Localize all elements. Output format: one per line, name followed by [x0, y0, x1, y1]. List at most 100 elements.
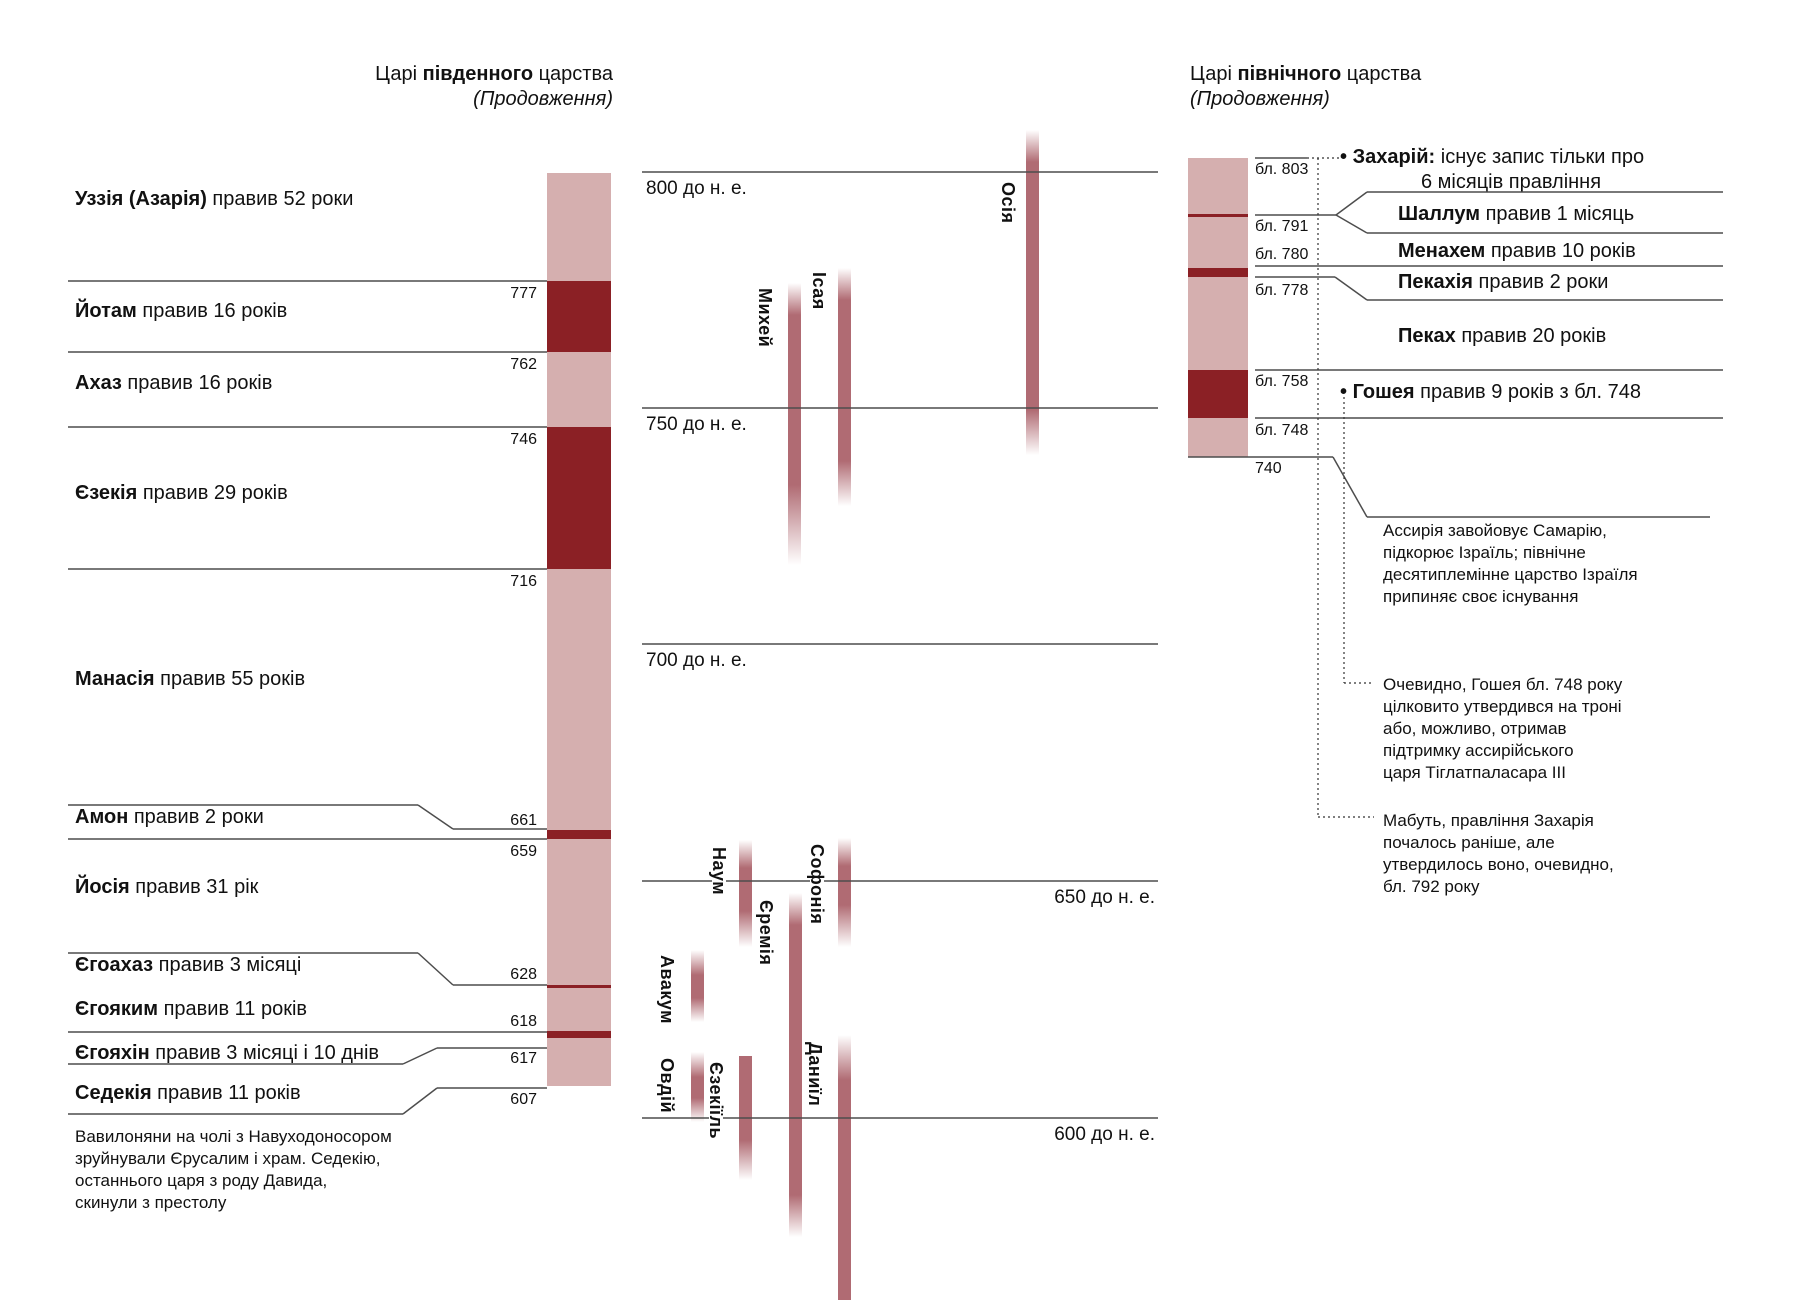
southern-king-row: Єгояким правив 11 років [75, 998, 307, 1021]
northern-king-row: Шаллум правив 1 місяць [1398, 203, 1634, 226]
prophet-bar-7 [691, 950, 704, 1022]
king-name: Єгояхін [75, 1042, 150, 1064]
northern-king-row: Пеках правив 20 років [1398, 325, 1606, 348]
king-name: Єгоахаз [75, 954, 154, 976]
king-reign-text: правив 9 років з бл. 748 [1414, 381, 1641, 403]
separator-line [402, 1047, 438, 1065]
northern-year-tick: 740 [1255, 460, 1282, 477]
southern-king-row: Седекія правив 11 років [75, 1082, 301, 1105]
king-reign-text: правив 16 років [121, 372, 273, 394]
southern-king-row: Йотам правив 16 років [75, 300, 287, 323]
northern-king-row: Пекахія правив 2 роки [1398, 271, 1608, 294]
northern-annotation-1: Ассирія завойовує Самарію, підкорює Ізра… [1383, 521, 1638, 606]
southern-kingdom-bar-segment [547, 1038, 611, 1086]
separator-line [1334, 276, 1368, 301]
northern-king-row-line2: 6 місяців правління [1421, 171, 1602, 193]
king-name: Уззія (Азарія) [75, 188, 207, 210]
northern-annotation-2: Очевидно, Гошея бл. 748 року цілковито у… [1383, 675, 1623, 782]
southern-king-row: Ахаз правив 16 років [75, 372, 272, 395]
southern-year-tick: 659 [510, 843, 537, 860]
king-name: Пекахія [1398, 271, 1473, 293]
southern-year-tick: 618 [510, 1013, 537, 1030]
southern-year-tick: 762 [510, 356, 537, 373]
prophet-label: Авакум [657, 953, 677, 1026]
king-name: Захарій: [1352, 146, 1436, 168]
prophet-bar-1 [1026, 130, 1039, 455]
southern-kingdom-bar-segment [547, 988, 611, 1031]
prophet-bar-5 [789, 893, 802, 1237]
northern-year-tick: бл. 778 [1255, 282, 1309, 299]
southern-year-tick: 607 [510, 1091, 537, 1108]
southern-title-subtitle: (Продовження) [473, 88, 613, 110]
northern-king-row: • Захарій: існує запис тільки про [1340, 146, 1644, 169]
southern-kingdom-bar-segment [547, 173, 611, 281]
king-reign-text: правив 2 роки [1472, 271, 1609, 293]
king-name: Йотам [75, 300, 137, 322]
separator-line [402, 1087, 438, 1115]
southern-king-row: Йосія правив 31 рік [75, 876, 258, 899]
northern-kingdom-title: Царі північного царства (Продовження) [1190, 62, 1421, 112]
king-name: Ахаз [75, 372, 122, 394]
southern-kingdom-bar-segment [547, 281, 611, 352]
southern-king-row: Амон правив 2 роки [75, 806, 264, 829]
southern-king-row: Манасія правив 55 років [75, 668, 305, 691]
king-name: Амон [75, 806, 129, 828]
king-reign-text: правив 29 років [137, 482, 288, 504]
prophet-label: Даниїл [805, 1040, 825, 1109]
bullet-marker: • [1340, 381, 1353, 403]
northern-kingdom-bar-segment [1188, 418, 1248, 457]
northern-kingdom-bar-segment [1188, 217, 1248, 268]
king-name: Пеках [1398, 325, 1456, 347]
southern-kingdom-title: Царі південного царства (Продовження) [375, 62, 613, 112]
southern-kingdom-bar-segment [547, 839, 611, 985]
king-name: Седекія [75, 1082, 152, 1104]
king-reign-text: правив 10 років [1485, 240, 1636, 262]
northern-year-tick: бл. 803 [1255, 161, 1309, 178]
prophet-bar-10 [838, 1035, 851, 1300]
prophet-label: Ісая [809, 270, 829, 312]
southern-king-row: Єзекія правив 29 років [75, 482, 288, 505]
northern-year-tick: бл. 780 [1255, 246, 1309, 263]
northern-title-subtitle: (Продовження) [1190, 88, 1330, 110]
northern-year-tick: бл. 791 [1255, 218, 1309, 235]
southern-year-tick: 661 [510, 812, 537, 829]
southern-king-row: Єгоахаз правив 3 місяці [75, 954, 301, 977]
prophet-label: Єзекіїль [706, 1060, 726, 1142]
southern-year-tick: 777 [510, 285, 537, 302]
scale-year-label: 800 до н. е. [646, 178, 747, 199]
king-name: Єгояким [75, 998, 159, 1020]
prophet-bar-9 [739, 1056, 752, 1180]
scale-year-label: 750 до н. е. [646, 414, 747, 435]
northern-kingdom-bar-segment [1188, 370, 1248, 418]
southern-kingdom-bar-segment [547, 427, 611, 569]
king-reign-text: правив 55 років [154, 668, 306, 690]
southern-year-tick: 716 [510, 573, 537, 590]
southern-year-tick: 628 [510, 966, 537, 983]
king-name: Манасія [75, 668, 155, 690]
scale-year-label: 600 до н. е. [1054, 1124, 1155, 1145]
king-name: Єзекія [75, 482, 138, 504]
scale-year-label: 700 до н. е. [646, 650, 747, 671]
king-name: Шаллум [1398, 203, 1481, 225]
king-reign-text: правив 16 років [136, 300, 288, 322]
separator-line [1335, 191, 1368, 216]
king-reign-text: правив 52 роки [206, 188, 354, 210]
southern-king-row: Уззія (Азарія) правив 52 роки [75, 188, 353, 211]
bullet-marker: • [1340, 146, 1353, 168]
southern-title-line: Царі південного царства [375, 63, 613, 85]
southern-kingdom-bar-segment [547, 985, 611, 988]
northern-year-tick: бл. 758 [1255, 373, 1309, 390]
king-name: Йосія [75, 876, 130, 898]
northern-king-row: Менахем правив 10 років [1398, 240, 1636, 263]
southern-kingdom-bar-segment [547, 1031, 611, 1038]
king-reign-text: існує запис тільки про [1435, 146, 1645, 168]
prophet-bar-6 [838, 838, 851, 947]
northern-kingdom-bar-segment [1188, 268, 1248, 277]
king-name: Менахем [1398, 240, 1486, 262]
prophet-bar-4 [739, 840, 752, 947]
prophet-label: Михей [755, 286, 775, 350]
separator-line [1335, 214, 1368, 234]
scale-year-label: 650 до н. е. [1054, 887, 1155, 908]
northern-year-tick: бл. 748 [1255, 422, 1309, 439]
